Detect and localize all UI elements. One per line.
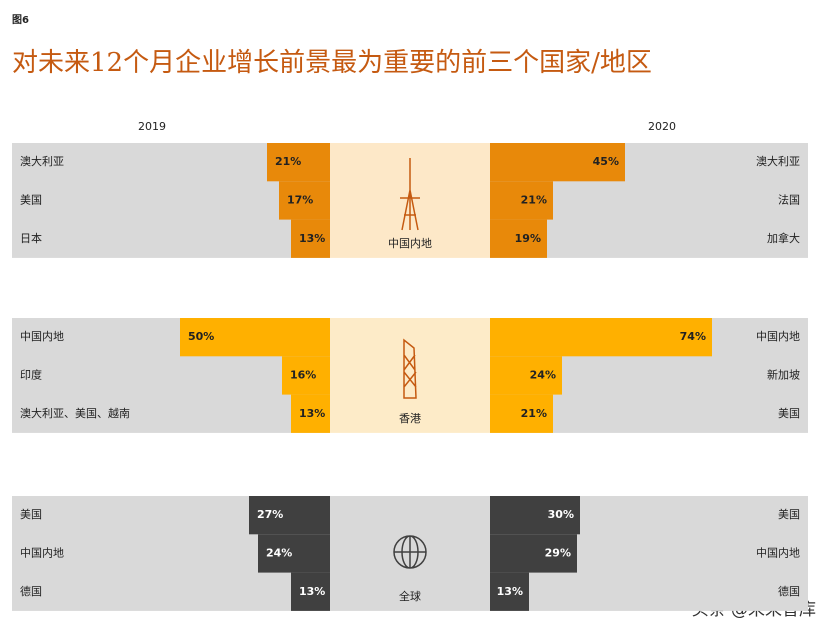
value-label: 74% (680, 330, 706, 343)
value-label: 13% (299, 585, 325, 598)
icon (403, 338, 417, 399)
bar (279, 181, 330, 220)
center-label: 全球 (399, 589, 421, 603)
bar (490, 572, 529, 611)
bar (490, 394, 553, 433)
bar (490, 219, 547, 258)
bar (490, 143, 625, 182)
category-label: 美国 (20, 193, 42, 206)
category-label: 法国 (778, 192, 800, 206)
year-right: 2020 (648, 120, 676, 133)
category-label: 澳大利亚 (20, 154, 64, 168)
value-label: 16% (290, 368, 316, 381)
center-label: 香港 (399, 412, 421, 425)
bar (291, 219, 330, 258)
value-label: 13% (299, 232, 325, 245)
value-label: 24% (530, 368, 556, 381)
value-label: 13% (497, 585, 523, 598)
value-label: 27% (257, 508, 283, 521)
category-label: 德国 (20, 584, 42, 598)
year-left: 2019 (138, 120, 166, 133)
category-label: 加拿大 (767, 231, 800, 245)
category-label: 美国 (778, 508, 800, 521)
bar (490, 318, 712, 357)
center-label: 中国内地 (388, 236, 432, 250)
category-label: 中国内地 (756, 545, 800, 559)
value-label: 21% (521, 407, 547, 420)
bar (291, 572, 330, 611)
bar (291, 394, 330, 433)
bar (249, 496, 330, 535)
category-label: 澳大利亚、美国、越南 (20, 406, 130, 420)
value-label: 24% (266, 546, 292, 559)
bar (180, 318, 330, 357)
value-label: 19% (515, 232, 541, 245)
bar (267, 143, 330, 182)
title: 对未来12个月企业增长前景最为重要的前三个国家/地区 (12, 48, 652, 78)
value-label: 45% (593, 155, 619, 168)
category-label: 美国 (20, 508, 42, 521)
category-label: 日本 (20, 231, 42, 245)
category-label: 美国 (778, 407, 800, 420)
value-label: 21% (521, 193, 547, 206)
bar (490, 496, 580, 535)
bar (490, 534, 577, 573)
icon (400, 158, 420, 231)
category-label: 德国 (778, 584, 800, 598)
category-label: 印度 (20, 367, 42, 381)
value-label: 17% (287, 193, 313, 206)
figure-label: 图6 (12, 14, 29, 26)
bar (490, 181, 553, 220)
category-label: 澳大利亚 (756, 154, 800, 168)
category-label: 中国内地 (20, 329, 64, 343)
value-label: 29% (545, 546, 571, 559)
icon (393, 535, 427, 569)
value-label: 50% (188, 330, 214, 343)
value-label: 13% (299, 407, 325, 420)
category-label: 中国内地 (756, 329, 800, 343)
category-label: 中国内地 (20, 545, 64, 559)
value-label: 30% (548, 508, 574, 521)
category-label: 新加坡 (767, 367, 800, 381)
value-label: 21% (275, 155, 301, 168)
bar (282, 356, 330, 395)
bar (258, 534, 330, 573)
bar (490, 356, 562, 395)
center-panel (330, 318, 490, 433)
